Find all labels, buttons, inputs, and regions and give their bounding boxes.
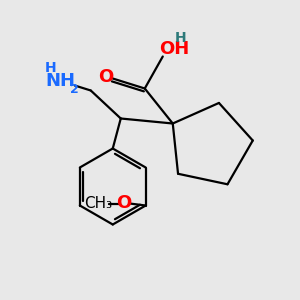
Text: 2: 2 xyxy=(70,83,79,96)
Text: O: O xyxy=(98,68,113,86)
Text: H: H xyxy=(45,61,57,74)
Text: OH: OH xyxy=(159,40,189,58)
Text: NH: NH xyxy=(46,73,76,91)
Text: CH₃: CH₃ xyxy=(85,196,113,211)
Text: O: O xyxy=(116,194,131,212)
Text: H: H xyxy=(175,32,187,46)
